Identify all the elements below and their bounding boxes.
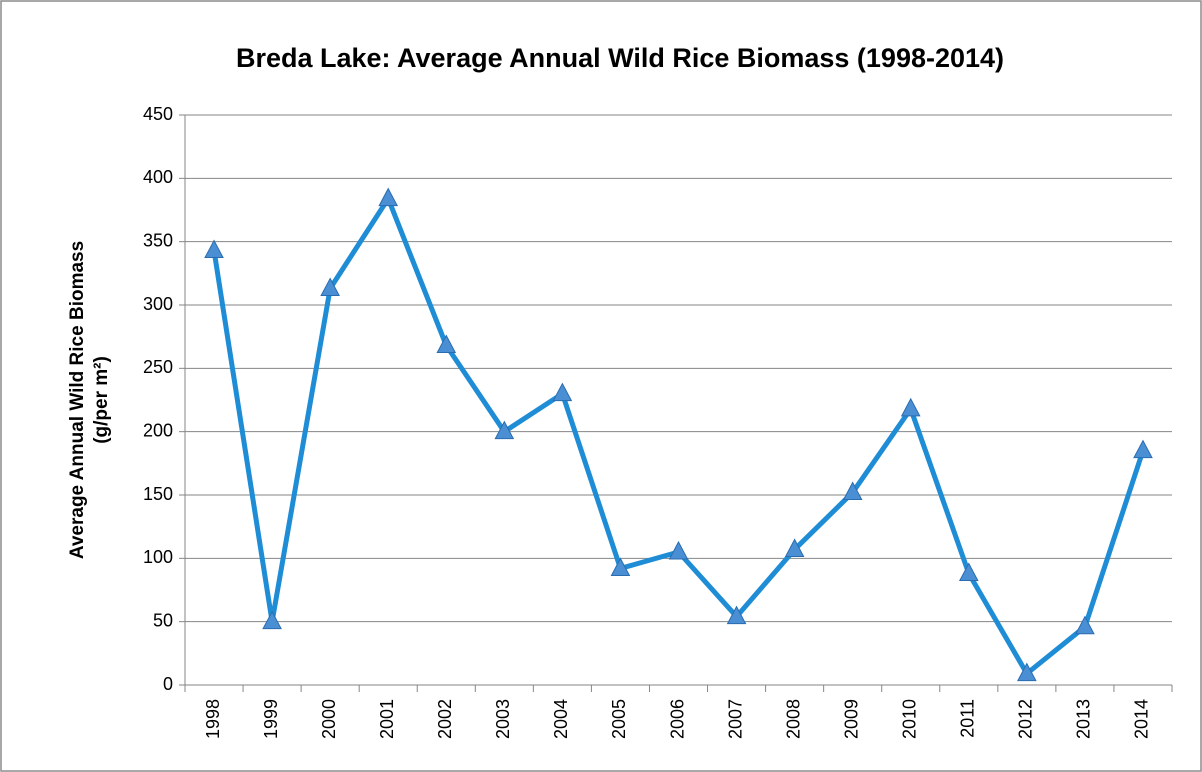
marker	[436, 334, 457, 354]
x-tick-label: 2014	[1132, 699, 1152, 739]
y-tick-label: 350	[143, 230, 173, 250]
x-tick-label: 2006	[667, 699, 687, 739]
marker	[320, 277, 340, 297]
x-tick-label: 2012	[1016, 699, 1036, 739]
y-tick-label: 0	[163, 674, 173, 694]
y-tick-label: 150	[143, 484, 173, 504]
x-tick-label: 2013	[1074, 699, 1094, 739]
marker	[610, 557, 631, 576]
x-tick-label: 2010	[899, 699, 919, 739]
y-tick-label: 100	[143, 547, 173, 567]
x-tick-label: 2004	[551, 699, 571, 739]
x-tick-label: 1998	[203, 699, 223, 739]
x-tick-label: 2001	[377, 699, 397, 739]
x-tick-label: 2003	[493, 699, 513, 739]
y-axis-title-line: (g/per m²)	[91, 356, 112, 444]
marker	[1017, 662, 1037, 682]
y-axis-title: Average Annual Wild Rice Biomass (g/per …	[67, 241, 112, 559]
marker	[726, 605, 747, 625]
y-tick-label: 50	[153, 610, 173, 630]
x-tick-label: 2008	[783, 699, 803, 739]
x-tick-label: 2000	[319, 699, 339, 739]
y-tick-label: 300	[143, 294, 173, 314]
marker	[842, 481, 863, 500]
marker	[204, 239, 224, 259]
y-tick-label: 450	[143, 104, 173, 124]
chart-title: Breda Lake: Average Annual Wild Rice Bio…	[236, 43, 1004, 73]
y-axis-title-line: Average Annual Wild Rice Biomass	[67, 241, 88, 559]
y-tick-label: 400	[143, 167, 173, 187]
x-tick-label: 2005	[609, 699, 629, 739]
x-tick-label: 2007	[725, 699, 745, 739]
marker	[552, 382, 573, 402]
x-tick-label: 2002	[435, 699, 455, 739]
x-tick-label: 2009	[841, 699, 861, 739]
x-tick-label: 2011	[958, 699, 978, 738]
y-tick-label: 250	[143, 357, 173, 377]
x-tick-label: 1999	[261, 699, 281, 739]
marker	[378, 187, 399, 207]
marker	[1133, 439, 1153, 459]
marker	[784, 538, 805, 557]
marker	[900, 397, 921, 417]
y-tick-label: 200	[143, 420, 173, 440]
marker	[668, 540, 689, 560]
marker	[494, 420, 515, 440]
marker	[958, 562, 979, 582]
marker	[1075, 615, 1095, 635]
marker	[262, 610, 282, 630]
